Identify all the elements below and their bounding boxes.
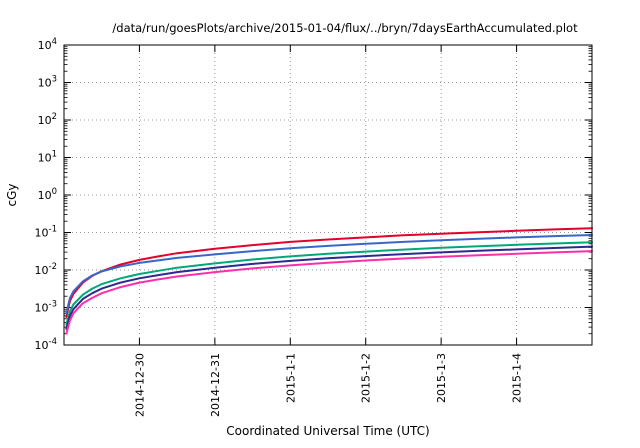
plot-border	[63, 44, 593, 346]
series-line-teal	[65, 241, 593, 326]
x-tick-label: 2015-1-1	[284, 353, 297, 403]
series-line-magenta	[65, 250, 593, 335]
y-tick-label: 101	[38, 150, 57, 165]
y-tick-label: 104	[38, 37, 57, 52]
y-tick-label: 10-2	[35, 262, 57, 277]
x-tick-label: 2014-12-30	[133, 353, 146, 417]
x-tick-label: 2015-1-4	[511, 353, 524, 403]
y-tick-label: 10-4	[35, 337, 57, 352]
x-tick-label: 2015-1-2	[360, 353, 373, 403]
series-line-blue	[65, 234, 593, 315]
y-tick-label: 103	[38, 75, 57, 90]
x-axis-label: Coordinated Universal Time (UTC)	[226, 424, 430, 438]
y-tick-label: 10-1	[35, 225, 57, 240]
x-tick-label: 2015-1-3	[435, 353, 448, 403]
y-tick-label: 10-3	[35, 300, 57, 315]
x-tick-label: 2014-12-31	[209, 353, 222, 417]
series-line-navy	[65, 245, 593, 330]
y-tick-label: 102	[38, 112, 57, 127]
plot-title: /data/run/goesPlots/archive/2015-01-04/f…	[112, 21, 578, 35]
y-tick-label: 100	[38, 187, 57, 202]
